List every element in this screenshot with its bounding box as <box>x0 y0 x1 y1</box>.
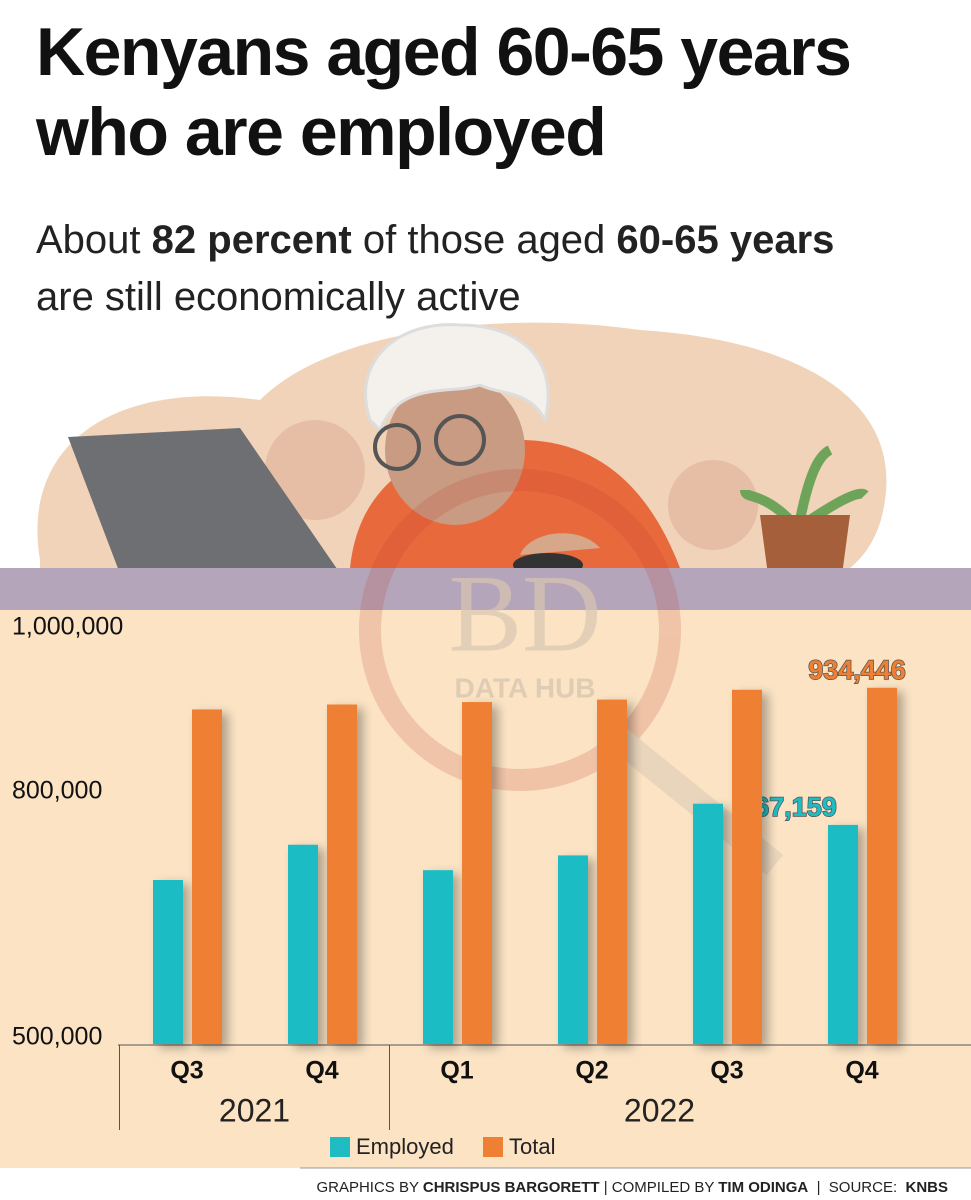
subtitle-part: 82 percent <box>151 218 352 262</box>
bar <box>867 687 897 1044</box>
subtitle: About 82 percent of those aged 60-65 yea… <box>36 212 896 326</box>
x-tick-label: Q4 <box>845 1057 878 1085</box>
bar <box>462 702 492 1044</box>
bar <box>288 844 318 1044</box>
legend-swatch <box>483 1137 503 1157</box>
y-tick-label: 800,000 <box>12 777 102 805</box>
credit-part: | SOURCE: <box>808 1179 905 1196</box>
credit-part: KNBS <box>905 1179 948 1196</box>
credit-part: | COMPILED BY <box>600 1179 719 1196</box>
legend-swatch <box>330 1137 350 1157</box>
y-tick-label: 1,000,000 <box>12 613 123 641</box>
credit-part: TIM ODINGA <box>718 1179 808 1196</box>
subtitle-part: are still economically active <box>36 275 521 319</box>
bar <box>192 709 222 1044</box>
credit-part: CHRISPUS BARGORETT <box>423 1179 600 1196</box>
bar <box>693 803 723 1044</box>
credit-part: GRAPHICS BY <box>316 1179 422 1196</box>
y-tick-label: 500,000 <box>12 1023 102 1051</box>
watermark-logo: BD <box>449 552 602 674</box>
group-label: 2021 <box>219 1092 290 1128</box>
bar <box>732 689 762 1044</box>
credits: GRAPHICS BY CHRISPUS BARGORETT | COMPILE… <box>316 1179 948 1196</box>
bar <box>597 699 627 1044</box>
x-tick-label: Q4 <box>305 1057 338 1085</box>
title: Kenyans aged 60-65 years who are employe… <box>36 14 852 170</box>
bar <box>828 824 858 1044</box>
bar <box>558 855 588 1044</box>
data-label: 934,446 <box>808 655 906 685</box>
x-tick-label: Q1 <box>440 1057 473 1085</box>
watermark-text: DATA HUB <box>454 672 595 703</box>
subtitle-part: About <box>36 218 152 262</box>
subtitle-part: of those aged <box>351 218 617 262</box>
legend-label: Employed <box>356 1134 454 1159</box>
bar <box>327 704 357 1044</box>
x-tick-label: Q2 <box>575 1057 608 1085</box>
subtitle-part: 60-65 years <box>616 218 835 262</box>
bar <box>153 880 183 1044</box>
legend-label: Total <box>509 1134 555 1159</box>
bar <box>423 870 453 1044</box>
desk <box>0 568 971 610</box>
x-tick-label: Q3 <box>170 1057 203 1085</box>
group-label: 2022 <box>624 1092 695 1128</box>
x-tick-label: Q3 <box>710 1057 743 1085</box>
